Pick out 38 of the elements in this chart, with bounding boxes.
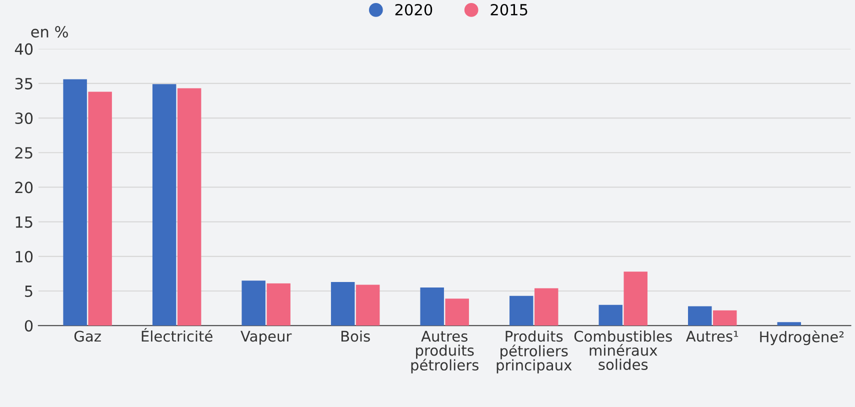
y-tick-label: 20 [15,182,33,194]
bar [445,298,469,326]
bar [624,272,648,326]
y-tick-label: 15 [16,216,32,228]
x-tick-label: Vapeur [240,330,292,345]
y-tick-label: 5 [25,286,32,298]
y-tick-label: 35 [15,78,32,90]
bar [509,296,534,326]
bar [420,288,444,326]
bar [152,84,176,326]
bar [534,288,558,326]
bar [88,92,112,326]
y-tick-label: 0 [24,320,33,332]
y-tick-label: 40 [14,43,33,55]
bar [777,322,802,326]
y-tick-label: 25 [15,147,32,159]
bar [266,283,290,326]
bar [242,280,266,326]
x-tick-label: Électricité [142,328,212,342]
x-tick-label: Combustibles minéraux solides [574,330,672,370]
x-tick-label: Bois [341,330,370,342]
legend-label: 2020 [395,4,432,16]
y-axis-title: en % [31,26,68,38]
x-tick-label: Autres¹ [686,330,738,342]
bar [598,304,622,326]
y-tick-label: 30 [15,112,33,124]
y-tick-label: 10 [16,250,33,262]
bar [356,284,380,326]
bar [330,282,355,326]
legend-label: 2015 [490,4,528,16]
x-tick-label: Hydrogène² [760,330,844,346]
bar [177,88,202,326]
bar [688,306,712,326]
x-tick-label: Gaz [74,330,101,342]
bar [713,310,737,326]
x-tick-label: Produits pétroliers principaux [496,330,572,374]
bar [63,79,87,326]
x-tick-label: Autres produits pétroliers [411,330,478,374]
